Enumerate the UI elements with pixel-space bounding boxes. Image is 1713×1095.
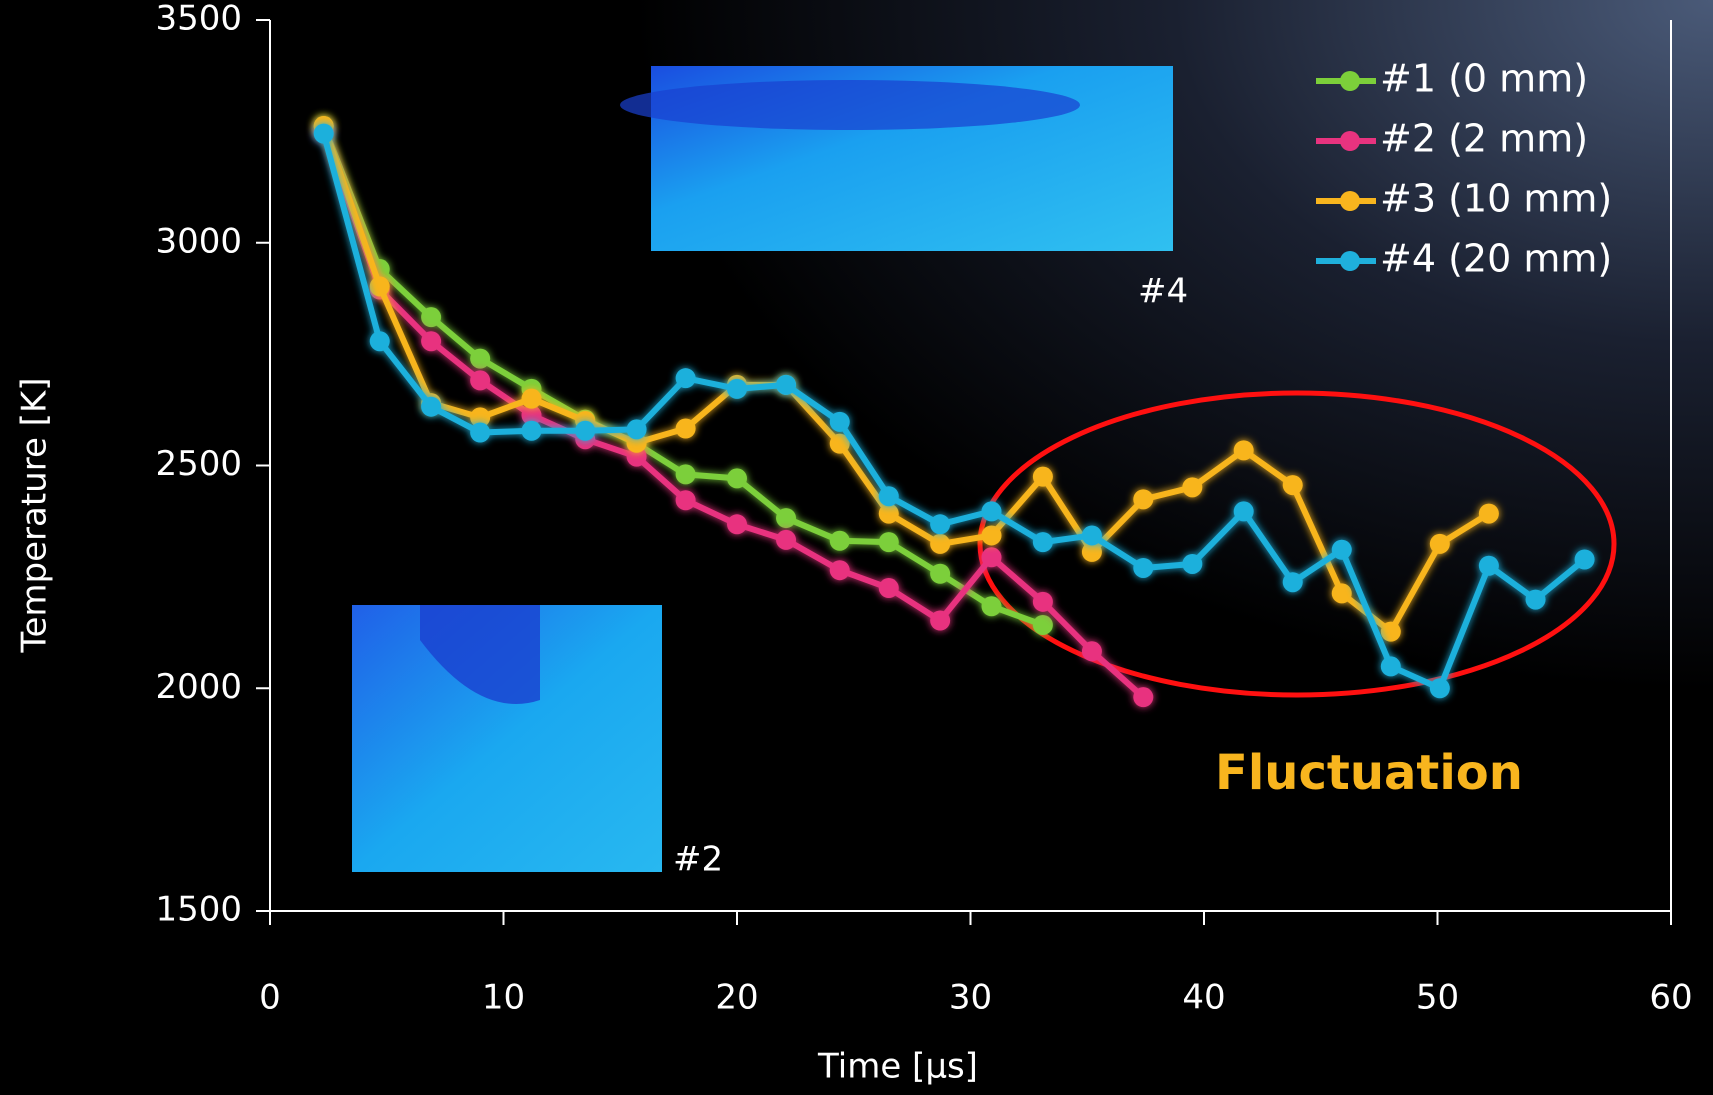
data-point xyxy=(1283,475,1303,495)
data-point xyxy=(1381,622,1401,642)
y-tick-label: 1500 xyxy=(155,890,242,930)
data-point xyxy=(627,419,647,439)
x-tick-label: 50 xyxy=(1416,978,1459,1018)
data-point xyxy=(1234,440,1254,460)
data-point xyxy=(1133,687,1153,707)
page: #4 #2 Fluctuation Time [μs] Temperature … xyxy=(0,0,1713,1095)
data-point xyxy=(1332,540,1352,560)
annotation: #4 xyxy=(1138,272,1188,312)
data-point xyxy=(676,419,696,439)
x-tick-label: 10 xyxy=(482,978,525,1018)
data-point xyxy=(1430,534,1450,554)
data-point xyxy=(830,531,850,551)
data-point xyxy=(370,276,390,296)
data-point xyxy=(930,514,950,534)
legend-label: #1 (0 mm) xyxy=(1380,57,1588,101)
data-point xyxy=(421,397,441,417)
data-point xyxy=(1575,550,1595,570)
legend-marker xyxy=(1340,131,1360,151)
data-point xyxy=(1479,556,1499,576)
data-point xyxy=(1430,678,1450,698)
y-tick-label: 3000 xyxy=(155,221,242,261)
data-point xyxy=(1033,615,1053,635)
legend-marker xyxy=(1340,71,1360,91)
data-point xyxy=(314,124,334,144)
data-point xyxy=(1381,656,1401,676)
data-point xyxy=(370,331,390,351)
legend-label: #4 (20 mm) xyxy=(1380,237,1612,281)
data-point xyxy=(1133,558,1153,578)
data-point xyxy=(727,514,747,534)
data-point xyxy=(930,611,950,631)
data-point xyxy=(676,368,696,388)
data-point xyxy=(470,349,490,369)
x-tick-label: 40 xyxy=(1182,978,1225,1018)
data-point xyxy=(776,375,796,395)
data-point xyxy=(879,504,899,524)
x-axis-label: Time [μs] xyxy=(817,1047,978,1087)
data-point xyxy=(575,421,595,441)
chart: #4 #2 Fluctuation Time [μs] Temperature … xyxy=(0,0,1713,1095)
data-point xyxy=(676,490,696,510)
data-point xyxy=(982,525,1002,545)
data-point xyxy=(1283,572,1303,592)
data-point xyxy=(879,532,899,552)
legend-marker xyxy=(1340,251,1360,271)
data-point xyxy=(421,331,441,351)
data-point xyxy=(1234,501,1254,521)
data-point xyxy=(879,578,899,598)
legend-label: #3 (10 mm) xyxy=(1380,177,1612,221)
data-point xyxy=(727,468,747,488)
x-tick-label: 0 xyxy=(259,978,281,1018)
data-point xyxy=(421,307,441,327)
data-point xyxy=(930,534,950,554)
data-point xyxy=(1033,467,1053,487)
legend-marker xyxy=(1340,191,1360,211)
y-axis-label: Temperature [K] xyxy=(15,377,55,653)
data-point xyxy=(676,464,696,484)
data-point xyxy=(1182,477,1202,497)
data-point xyxy=(1033,592,1053,612)
data-point xyxy=(1526,590,1546,610)
data-point xyxy=(1479,504,1499,524)
x-tick-label: 30 xyxy=(949,978,992,1018)
data-point xyxy=(776,508,796,528)
annotation: Fluctuation xyxy=(1215,745,1523,801)
data-point xyxy=(727,379,747,399)
legend-label: #2 (2 mm) xyxy=(1380,117,1588,161)
data-point xyxy=(1082,525,1102,545)
data-point xyxy=(982,501,1002,521)
y-tick-label: 2000 xyxy=(155,667,242,707)
annotation: #2 xyxy=(673,840,723,880)
data-point xyxy=(982,547,1002,567)
data-point xyxy=(830,560,850,580)
x-tick-label: 20 xyxy=(715,978,758,1018)
data-point xyxy=(470,370,490,390)
data-point xyxy=(1033,532,1053,552)
data-point xyxy=(879,486,899,506)
data-point xyxy=(830,412,850,432)
data-point xyxy=(982,596,1002,616)
y-tick-label: 2500 xyxy=(155,444,242,484)
data-point xyxy=(522,389,542,409)
data-point xyxy=(1182,554,1202,574)
y-tick-label: 3500 xyxy=(155,0,242,39)
data-point xyxy=(1082,641,1102,661)
data-point xyxy=(1332,583,1352,603)
data-point xyxy=(1133,489,1153,509)
data-point xyxy=(776,530,796,550)
data-point xyxy=(930,564,950,584)
x-tick-label: 60 xyxy=(1649,978,1692,1018)
inset-detail xyxy=(620,80,1080,130)
data-point xyxy=(470,423,490,443)
data-point xyxy=(522,421,542,441)
